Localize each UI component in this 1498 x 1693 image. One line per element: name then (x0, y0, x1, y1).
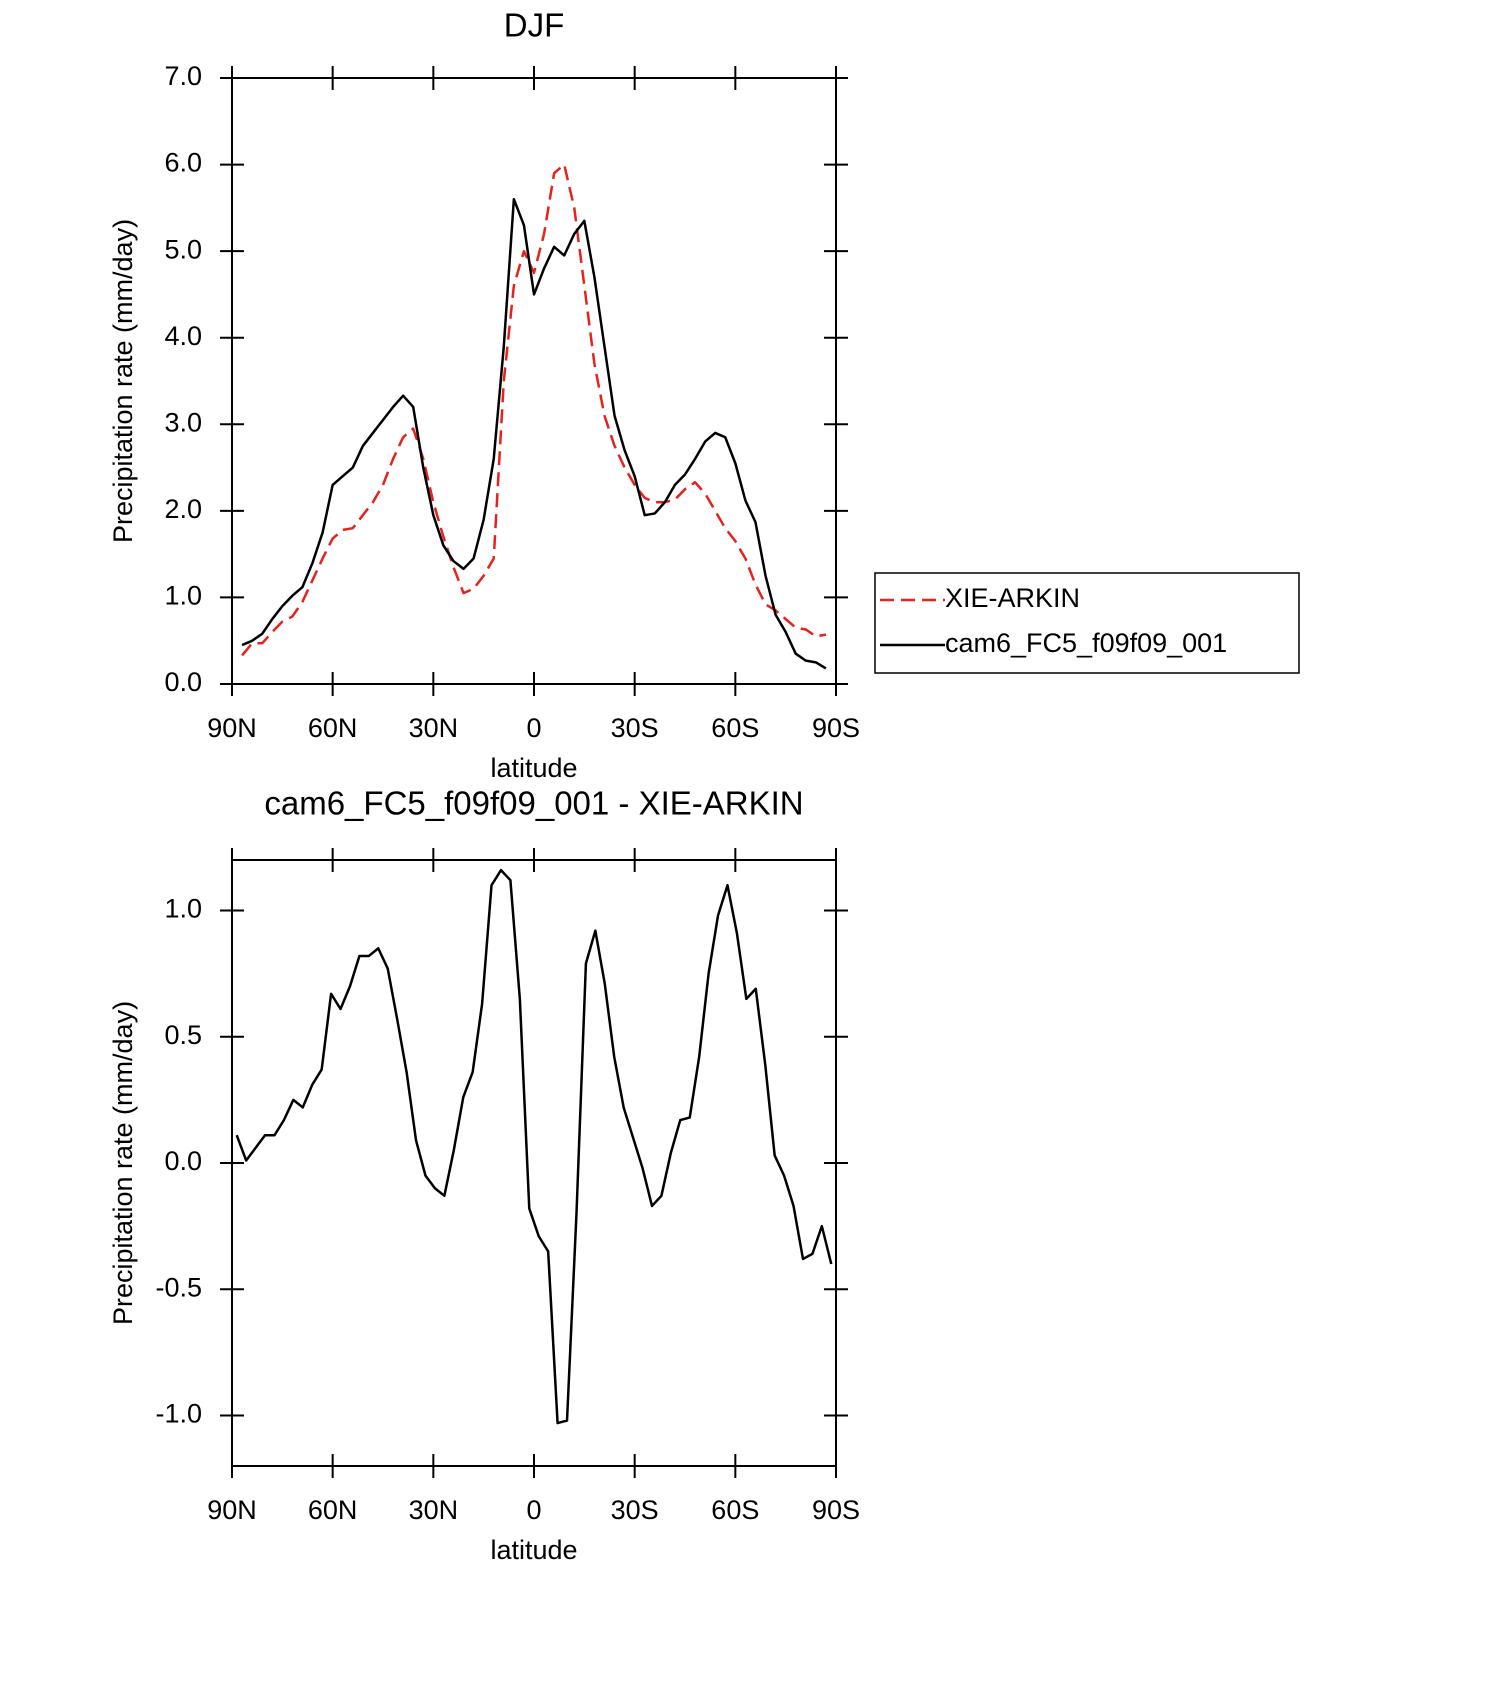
x-tick-label: 60N (308, 1495, 358, 1525)
y-axis-label: Precipitation rate (mm/day) (108, 219, 138, 543)
x-tick-label: 90N (207, 1495, 257, 1525)
y-tick-label: 3.0 (164, 407, 202, 437)
legend-label: XIE-ARKIN (945, 583, 1080, 613)
y-tick-label: 0.0 (164, 1146, 202, 1176)
y-axis-label: Precipitation rate (mm/day) (108, 1001, 138, 1325)
y-tick-label: -0.5 (155, 1272, 202, 1302)
x-tick-label: 60S (711, 1495, 759, 1525)
y-tick-label: 1.0 (164, 894, 202, 924)
x-tick-label: 30N (409, 713, 459, 743)
x-tick-label: 30N (409, 1495, 459, 1525)
y-tick-label: 1.0 (164, 581, 202, 611)
x-tick-label: 90S (812, 713, 860, 743)
legend-label: cam6_FC5_f09f09_001 (945, 628, 1227, 658)
x-tick-label: 60S (711, 713, 759, 743)
x-tick-label: 30S (611, 1495, 659, 1525)
y-tick-label: 0.0 (164, 667, 202, 697)
chart-title: DJF (504, 7, 565, 44)
y-tick-label: 7.0 (164, 61, 202, 91)
x-tick-label: 0 (526, 1495, 541, 1525)
series-line (235, 868, 833, 1425)
x-tick-label: 90S (812, 1495, 860, 1525)
legend-box (874, 572, 1300, 674)
x-axis-label: latitude (490, 753, 577, 783)
chart-title: cam6_FC5_f09f09_001 - XIE-ARKIN (264, 785, 803, 822)
series-line (241, 163, 827, 657)
y-tick-label: 6.0 (164, 148, 202, 178)
y-tick-label: 2.0 (164, 494, 202, 524)
y-tick-label: 5.0 (164, 234, 202, 264)
x-tick-label: 0 (526, 713, 541, 743)
y-tick-label: -1.0 (155, 1399, 202, 1429)
x-tick-label: 90N (207, 713, 257, 743)
y-tick-label: 0.5 (164, 1020, 202, 1050)
x-axis-label: latitude (490, 1535, 577, 1565)
x-tick-label: 30S (611, 713, 659, 743)
x-tick-label: 60N (308, 713, 358, 743)
series-line (241, 197, 827, 670)
y-tick-label: 4.0 (164, 321, 202, 351)
